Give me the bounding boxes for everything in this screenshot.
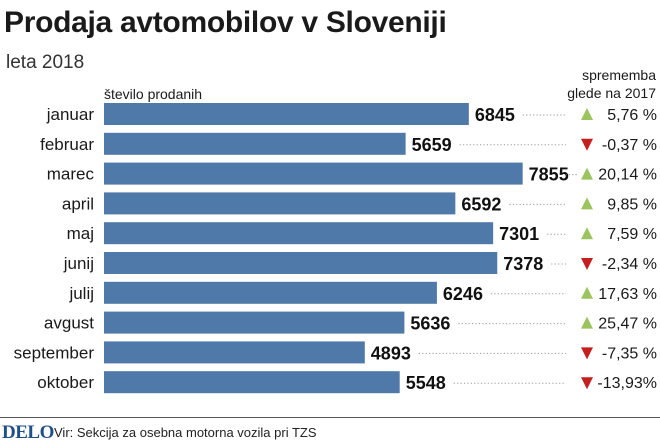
bar-chart: januar 6845 5,76 % februar 5659 -0,37 % marec 7… (14, 103, 657, 394)
value-label: 5659 (412, 135, 452, 155)
chart-title: Prodaja avtomobilov v Sloveniji (4, 6, 447, 39)
up-triangle-icon (581, 286, 593, 299)
change-label: -2,34 % (602, 256, 657, 273)
footer-divider (0, 417, 660, 418)
bar (104, 371, 400, 394)
value-label: 7301 (499, 224, 539, 244)
down-triangle-icon (581, 258, 593, 270)
bar (104, 311, 405, 334)
bar (104, 222, 494, 245)
bar (104, 103, 469, 125)
bar (104, 281, 437, 304)
chart-subtitle: leta 2018 (6, 52, 85, 73)
down-triangle-icon (581, 377, 593, 390)
value-label: 7378 (503, 254, 543, 274)
category-label: marec (47, 165, 95, 184)
source-note: Vir: Sekcija za osebna motorna vozila pr… (54, 425, 317, 440)
change-label: 9,85 % (607, 196, 657, 213)
category-label: februar (40, 135, 94, 154)
change-label: 5,76 % (607, 107, 657, 124)
delo-logo: DELO (2, 422, 54, 443)
category-label: julij (68, 284, 94, 303)
category-label: april (62, 194, 94, 213)
up-triangle-icon (581, 227, 593, 240)
change-column-label-line2: glede na 2017 (567, 85, 656, 101)
up-triangle-icon (581, 167, 593, 180)
up-triangle-icon (581, 316, 593, 329)
value-label: 4893 (371, 343, 411, 363)
change-label: -7,35 % (602, 345, 657, 362)
change-label: 20,14 % (598, 167, 657, 184)
category-label: januar (46, 105, 95, 124)
bar (104, 132, 406, 155)
value-label: 7855 (529, 165, 569, 185)
change-label: 7,59 % (607, 226, 657, 243)
value-label: 6592 (461, 194, 501, 214)
down-triangle-icon (581, 347, 593, 360)
up-triangle-icon (581, 197, 593, 210)
change-column-label-line1: sprememba (582, 67, 656, 83)
change-label: -0,37 % (602, 137, 657, 154)
change-label: -13,93% (597, 375, 657, 392)
category-label: september (14, 343, 95, 362)
change-column-label: sprememba glede na 2017 (567, 66, 656, 102)
bar (104, 252, 498, 274)
category-label: oktober (37, 373, 94, 392)
category-label: maj (67, 224, 94, 243)
bar (104, 341, 365, 364)
bar (104, 192, 456, 215)
bar-column-label: število prodanih (104, 86, 203, 102)
change-label: 17,63 % (598, 286, 657, 303)
up-triangle-icon (581, 108, 593, 120)
value-label: 6845 (475, 105, 515, 125)
down-triangle-icon (581, 138, 593, 151)
category-label: junij (63, 254, 94, 273)
value-label: 5636 (410, 314, 450, 334)
value-label: 5548 (406, 373, 446, 393)
bar (104, 162, 523, 185)
value-label: 6246 (443, 284, 483, 304)
category-label: avgust (44, 314, 94, 333)
change-label: 25,47 % (598, 316, 657, 333)
